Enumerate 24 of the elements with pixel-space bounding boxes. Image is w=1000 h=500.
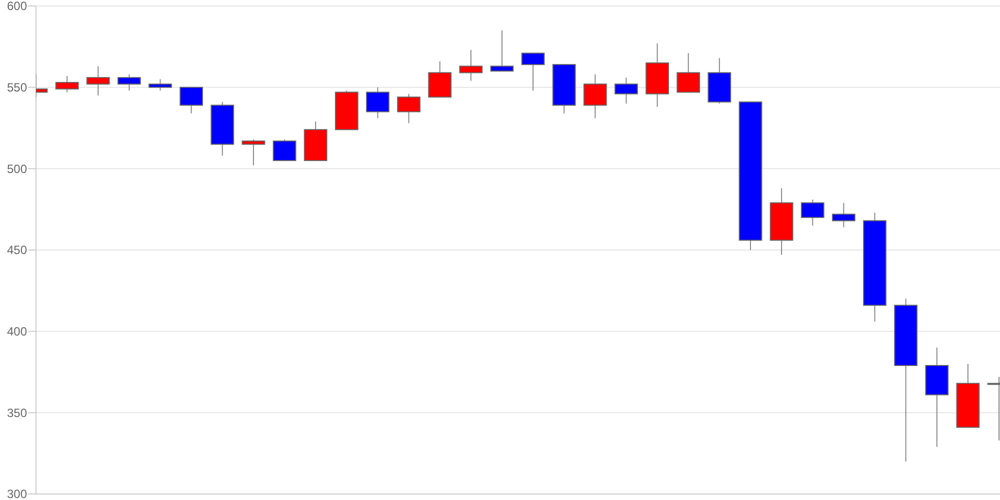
candlestick [490, 30, 514, 72]
candlestick [676, 52, 700, 93]
candlestick [459, 49, 483, 82]
y-tick-label: 400 [6, 324, 28, 339]
candlestick [180, 86, 204, 114]
candlestick [366, 86, 390, 119]
candlestick [118, 74, 141, 92]
candlestick [521, 52, 545, 92]
candlestick [272, 138, 296, 162]
y-tick-label: 350 [6, 406, 28, 420]
candlestick [55, 75, 79, 93]
candlestick [148, 78, 172, 92]
candlestick [242, 138, 266, 166]
y-tick-label: 500 [6, 162, 28, 176]
candlestick [86, 66, 110, 96]
y-tick-label: 300 [6, 487, 28, 500]
y-tick-label: 450 [6, 243, 28, 258]
y-tick-label: 550 [6, 80, 28, 95]
y-tick-label: 600 [6, 0, 28, 14]
candlestick [583, 74, 607, 119]
candlestick [614, 77, 638, 104]
candlestick [397, 93, 420, 124]
candlestick [800, 199, 824, 226]
candlestick [832, 202, 856, 228]
